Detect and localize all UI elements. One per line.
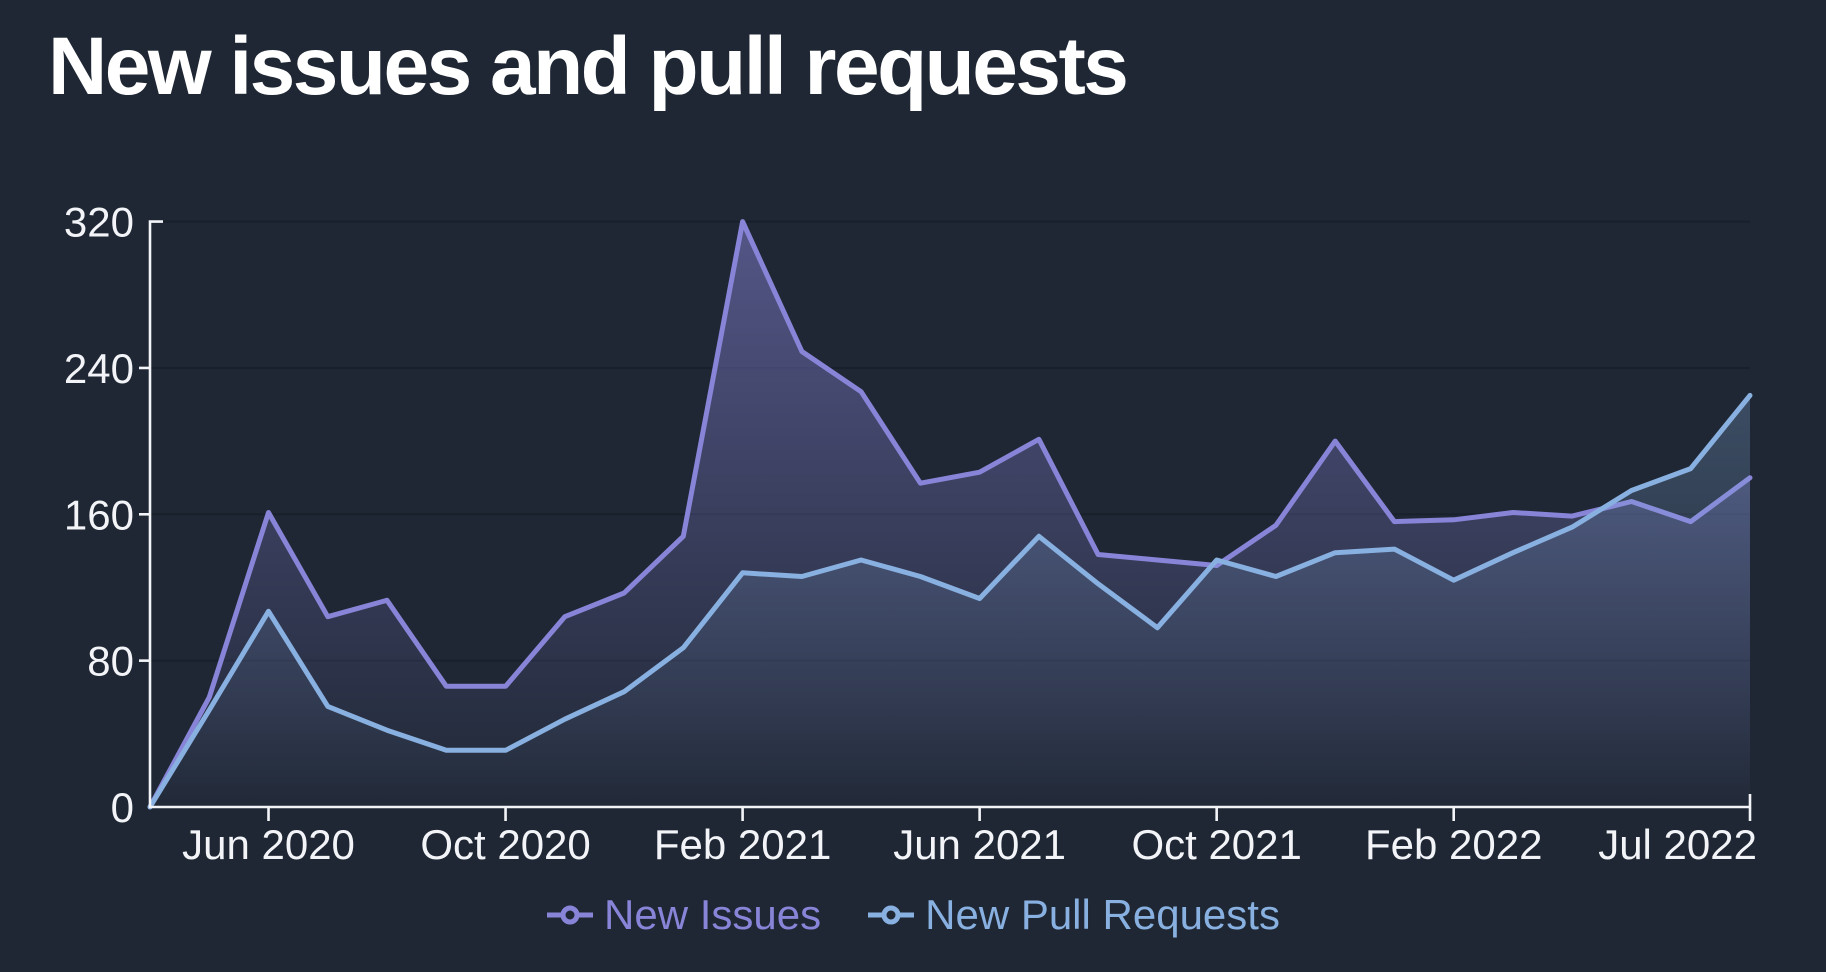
y-tick-label-240: 240 — [64, 345, 134, 392]
chart-title: New issues and pull requests — [48, 21, 1129, 112]
x-tick-label-jun-2020: Jun 2020 — [182, 821, 355, 868]
y-tick-label-80: 80 — [87, 638, 134, 685]
x-tick-label-jun-2021: Jun 2021 — [893, 821, 1066, 868]
legend-label-new-pull-requests: New Pull Requests — [925, 891, 1280, 938]
y-tick-label-160: 160 — [64, 491, 134, 538]
x-tick-label-feb-2021: Feb 2021 — [654, 821, 831, 868]
series-line-new-pull-requests — [147, 392, 1753, 810]
y-tick-label-320: 320 — [64, 199, 134, 246]
x-tick-label-oct-2021: Oct 2021 — [1131, 821, 1301, 868]
x-tick-label-feb-2022: Feb 2022 — [1365, 821, 1542, 868]
y-tick-label-0: 0 — [111, 784, 134, 831]
legend-line-dot-icon — [868, 905, 915, 925]
series-area-new-pull-requests — [150, 395, 1750, 807]
series-line-new-issues — [147, 219, 1753, 810]
x-tick-label-jul-2022: Jul 2022 — [1598, 821, 1757, 868]
legend-line-dot-icon — [547, 905, 594, 925]
legend-item-new-pull-requests[interactable]: New Pull Requests — [867, 894, 1280, 936]
chart-legend: New Issues New Pull Requests — [0, 894, 1826, 936]
legend-label-new-issues: New Issues — [604, 891, 822, 938]
x-tick-label-oct-2020: Oct 2020 — [420, 821, 590, 868]
axis-domain — [148, 220, 1752, 809]
legend-item-new-issues[interactable]: New Issues — [546, 894, 821, 936]
